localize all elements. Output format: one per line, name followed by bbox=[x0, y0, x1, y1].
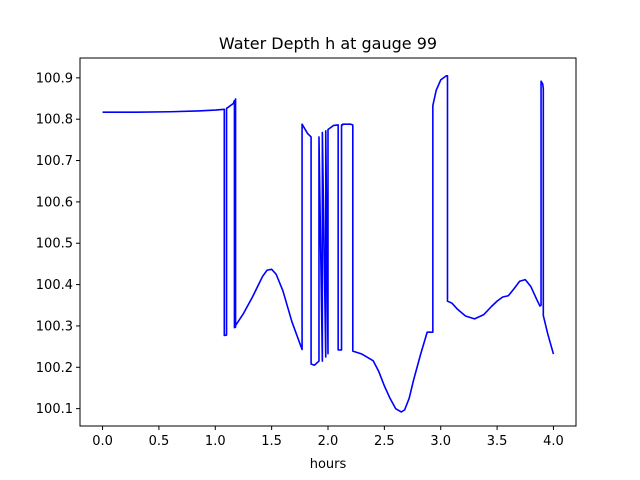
y-tick-label: 100.8 bbox=[36, 113, 73, 128]
y-tick-label: 100.2 bbox=[36, 361, 73, 376]
x-tick-label: 4.0 bbox=[543, 434, 564, 449]
x-tick-label: 3.0 bbox=[430, 434, 451, 449]
y-tick-label: 100.7 bbox=[36, 154, 73, 169]
x-tick-label: 1.5 bbox=[261, 434, 282, 449]
x-tick-label: 2.5 bbox=[374, 434, 395, 449]
x-tick-label: 2.0 bbox=[318, 434, 339, 449]
x-tick-label: 3.5 bbox=[487, 434, 508, 449]
series-line-0 bbox=[102, 74, 555, 413]
x-tick-label: 1.0 bbox=[205, 434, 226, 449]
y-tick-label: 100.9 bbox=[36, 71, 73, 86]
x-tick-label: 0.0 bbox=[92, 434, 113, 449]
x-tick-label: 0.5 bbox=[149, 434, 170, 449]
x-axis-label: hours bbox=[310, 457, 347, 472]
axes-frame bbox=[79, 57, 577, 427]
y-tick-label: 100.6 bbox=[36, 195, 73, 210]
y-tick-label: 100.5 bbox=[36, 237, 73, 252]
axis-ticks: 0.0 0.5 1.0 1.5 2.0 2.5 3.0 3.5 4.0 100.1 100.2 100… bbox=[36, 71, 564, 449]
y-tick-label: 100.1 bbox=[36, 402, 73, 417]
y-tick-label: 100.4 bbox=[36, 278, 73, 293]
plot-area bbox=[102, 74, 555, 413]
chart-title: Water Depth h at gauge 99 bbox=[219, 34, 437, 53]
y-tick-label: 100.3 bbox=[36, 319, 73, 334]
